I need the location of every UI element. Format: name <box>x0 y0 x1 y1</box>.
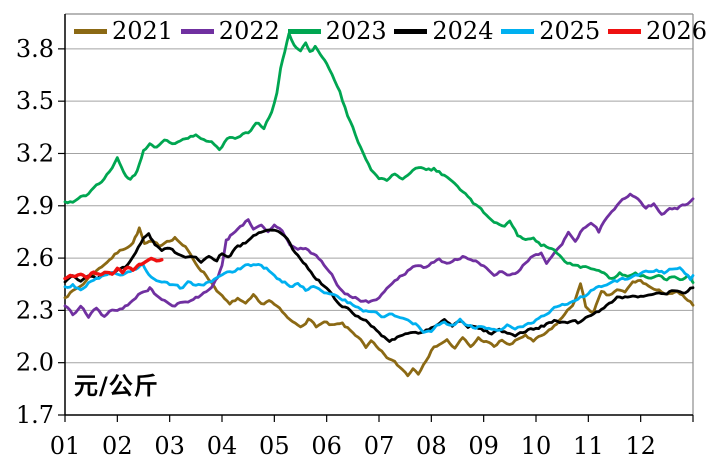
x-tick-label: 05 <box>259 432 290 460</box>
series-line-2022 <box>63 192 695 319</box>
series-line-2021 <box>63 226 695 378</box>
x-tick-label: 12 <box>625 432 656 460</box>
y-tick-label: 2.6 <box>16 244 54 272</box>
y-tick-label: 3.2 <box>16 139 54 167</box>
x-tick-label: 11 <box>573 432 604 460</box>
x-tick-label: 07 <box>364 432 395 460</box>
y-tick-label: 2.0 <box>16 349 54 377</box>
x-tick-label: 08 <box>416 432 447 460</box>
x-tick-label: 10 <box>521 432 552 460</box>
y-tick-label: 3.5 <box>16 87 54 115</box>
y-tick-label: 2.3 <box>16 296 54 324</box>
x-tick-label: 09 <box>468 432 499 460</box>
series-line-2023 <box>63 32 695 284</box>
y-tick-label: 3.8 <box>16 35 54 63</box>
series-line-2024 <box>63 228 695 343</box>
x-tick-label: 04 <box>207 432 238 460</box>
x-tick-label: 02 <box>102 432 133 460</box>
x-tick-label: 01 <box>50 432 81 460</box>
series-line-2025 <box>63 262 695 334</box>
y-tick-label: 1.7 <box>16 401 54 429</box>
x-tick-label: 03 <box>154 432 185 460</box>
series-line-2026 <box>63 256 164 281</box>
y-axis-unit-label: 元/公斤 <box>74 372 159 400</box>
x-tick-label: 06 <box>311 432 342 460</box>
y-tick-label: 2.9 <box>16 192 54 220</box>
